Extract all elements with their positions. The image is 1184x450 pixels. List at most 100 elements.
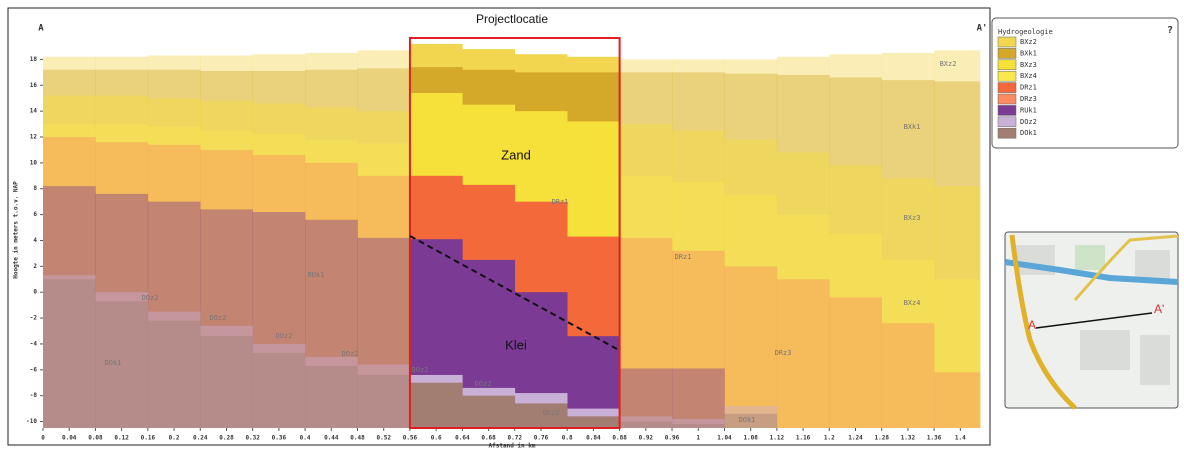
x-tick-label: 1.16: [796, 435, 811, 442]
layer-label: DOz2: [543, 409, 560, 417]
x-tick-label: 0.44: [324, 435, 339, 442]
y-tick-label: 18: [30, 56, 38, 63]
app: -10-8-6-4-202468101214161800.040.080.120…: [0, 0, 1184, 450]
x-tick-label: 0.8: [562, 435, 573, 442]
x-tick-label: 0.2: [169, 435, 180, 442]
legend-swatch: [998, 83, 1016, 93]
layer-step: [672, 424, 725, 428]
legend-label: DOz2: [1020, 118, 1037, 126]
x-tick-label: 0.4: [300, 435, 311, 442]
layer-step: [829, 297, 882, 428]
y-tick-label: -2: [30, 315, 38, 322]
x-tick-label: 0.96: [665, 435, 680, 442]
layer-label: DOz2: [342, 350, 359, 358]
x-tick-label: 0.76: [534, 435, 549, 442]
y-tick-label: 12: [30, 134, 38, 141]
legend-swatch: [998, 117, 1016, 127]
layer-step: [724, 266, 777, 428]
x-tick-label: 0.92: [639, 435, 654, 442]
x-tick-label: 1.32: [901, 435, 916, 442]
x-tick-label: 0.68: [481, 435, 496, 442]
layer-label: DOz2: [142, 294, 159, 302]
map-block: [1140, 335, 1170, 385]
y-tick-label: -8: [30, 392, 38, 399]
y-tick-label: 0: [33, 289, 37, 296]
x-tick-label: 0.6: [431, 435, 442, 442]
layer-step: [253, 353, 306, 428]
layer-label: DOz2: [412, 366, 429, 374]
layer-label: RUk1: [308, 271, 325, 279]
legend-label: DRz1: [1020, 84, 1037, 92]
layer-step: [148, 321, 201, 428]
legend-label: DOk1: [1020, 129, 1037, 137]
plot: -10-8-6-4-202468101214161800.040.080.120…: [26, 38, 980, 442]
x-tick-label: 0.84: [586, 435, 601, 442]
layer-step: [620, 422, 673, 428]
layer-label: BXz4: [904, 299, 921, 307]
y-tick-label: 2: [33, 263, 37, 270]
map-start: A: [1028, 318, 1036, 332]
layer-step: [462, 396, 515, 428]
y-tick-label: -10: [26, 418, 37, 425]
layer-label: DOz2: [210, 314, 227, 322]
layer-step: [882, 323, 935, 428]
y-tick-label: 14: [30, 108, 38, 115]
map-end: A': [1154, 302, 1164, 316]
x-tick-label: 1.2: [824, 435, 835, 442]
legend-label: BXz3: [1020, 61, 1037, 69]
x-tick-label: 1.36: [927, 435, 942, 442]
layer-label: DOk1: [739, 416, 756, 424]
layer-label: DOz2: [475, 380, 492, 388]
annotation: Klei: [505, 337, 527, 352]
x-tick-label: 1.4: [955, 435, 966, 442]
chart-title: Projectlocatie: [476, 12, 548, 26]
layer-step: [567, 416, 620, 428]
start-label: A: [38, 24, 44, 34]
x-tick-label: 0.52: [377, 435, 392, 442]
layer-step: [95, 301, 148, 428]
layer-label: DOk1: [105, 359, 122, 367]
x-tick-label: 0.56: [403, 435, 418, 442]
y-tick-label: 6: [33, 211, 37, 218]
x-axis-label: Afstand in km: [489, 443, 536, 450]
layer-step: [410, 383, 463, 428]
x-tick-label: 0.04: [62, 435, 77, 442]
x-tick-label: 0.36: [272, 435, 287, 442]
y-tick-label: 10: [30, 159, 38, 166]
map-block: [1080, 330, 1130, 370]
layer-label: BXz3: [904, 214, 921, 222]
x-tick-label: 1.24: [848, 435, 863, 442]
legend-swatch: [998, 94, 1016, 104]
map-park: [1075, 245, 1105, 270]
y-tick-label: -6: [30, 366, 38, 373]
legend-label: BXk1: [1020, 49, 1037, 57]
x-tick-label: 1.04: [717, 435, 732, 442]
x-tick-label: 0.08: [88, 435, 103, 442]
layer-step: [515, 403, 568, 428]
legend-swatch: [998, 48, 1016, 58]
x-tick-label: 0: [41, 435, 45, 442]
x-tick-label: 1: [696, 435, 700, 442]
legend-swatch: [998, 105, 1016, 115]
layer-label: DRz1: [675, 253, 692, 261]
y-tick-label: 16: [30, 82, 38, 89]
layer-step: [43, 279, 96, 428]
layer-step: [934, 372, 980, 428]
x-tick-label: 0.32: [245, 435, 260, 442]
y-axis-label: Hoogte in meters t.o.v. NAP: [13, 181, 20, 279]
help-button[interactable]: ?: [1167, 25, 1173, 36]
x-tick-label: 1.12: [770, 435, 785, 442]
x-tick-label: 0.72: [508, 435, 523, 442]
x-tick-label: 0.16: [141, 435, 156, 442]
legend-swatch: [998, 37, 1016, 47]
map-panel: A A': [1005, 232, 1178, 408]
layer-label: DOz2: [276, 332, 293, 340]
legend-swatch: [998, 71, 1016, 81]
legend-title: Hydrogeologie: [998, 28, 1053, 36]
legend-label: BXz2: [1020, 38, 1037, 46]
page: {"chart_data": {"type": "cross-section",…: [0, 0, 1184, 450]
layer-step: [200, 336, 253, 428]
map-block: [1135, 250, 1170, 280]
layer-label: BXz2: [940, 60, 957, 68]
layer-label: DRz1: [552, 198, 569, 206]
